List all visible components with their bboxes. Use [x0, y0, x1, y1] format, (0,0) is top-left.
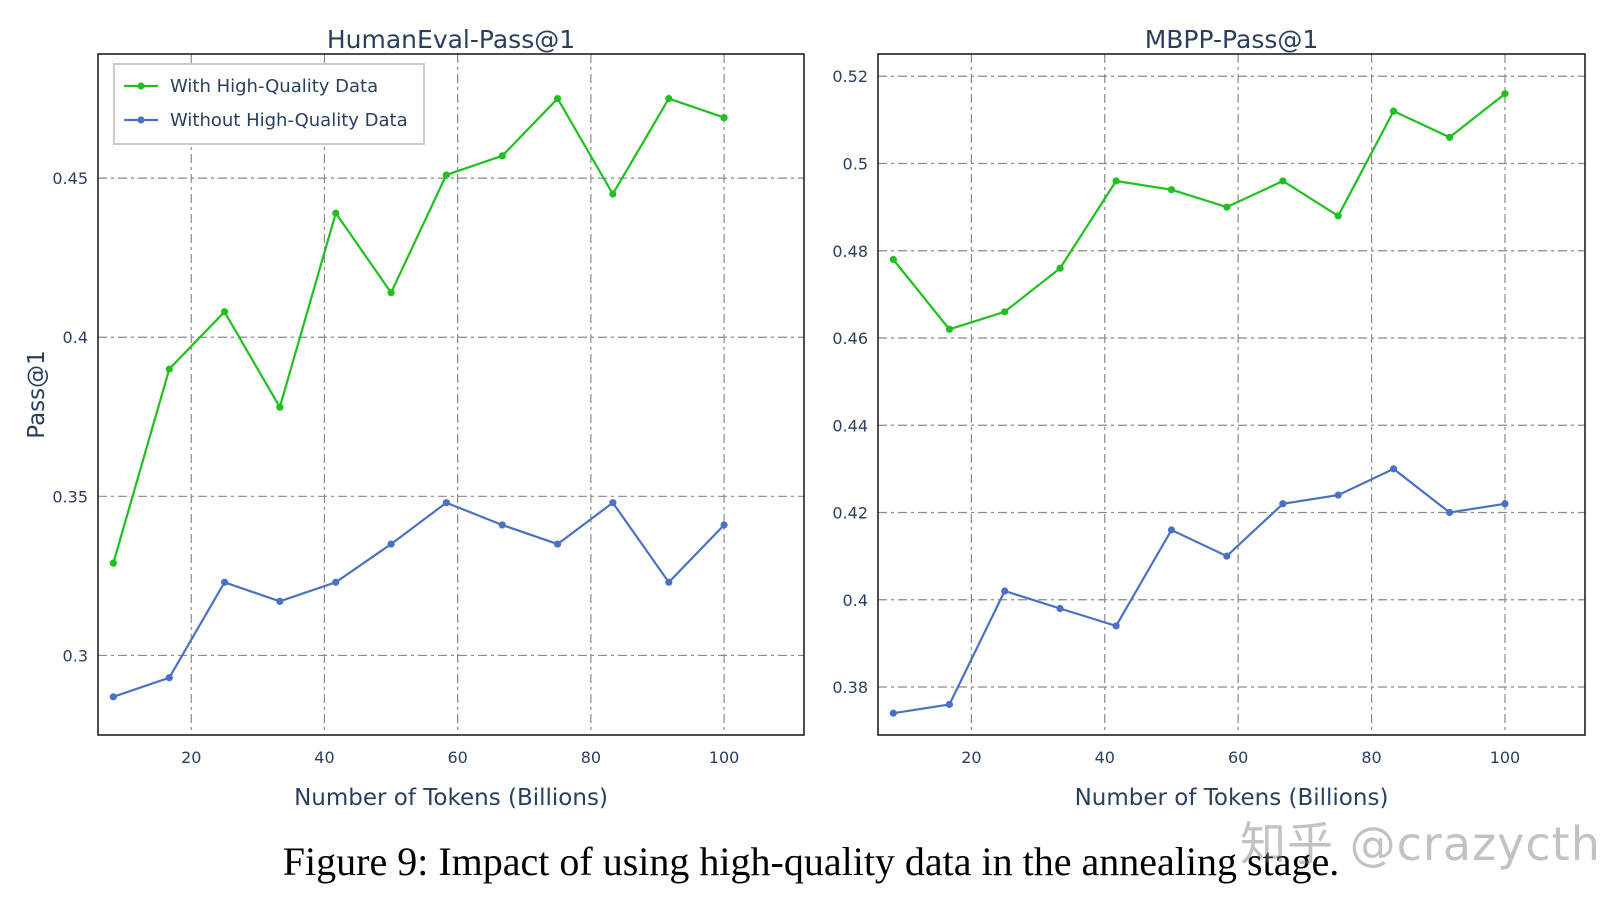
data-point: [1167, 186, 1176, 194]
y-tick-label: 0.45: [52, 169, 88, 188]
y-tick-label: 0.42: [832, 504, 868, 523]
data-point: [889, 255, 897, 264]
data-point: [1389, 465, 1398, 473]
data-point: [1056, 604, 1064, 613]
legend-box: [113, 63, 425, 145]
data-point: [498, 152, 506, 160]
y-tick-label: 0.38: [832, 678, 868, 697]
plot-frame: [877, 53, 1586, 736]
x-tick-label: 80: [1361, 748, 1381, 767]
series-line: [893, 467, 1506, 715]
y-tick-label: 0.4: [63, 328, 88, 347]
data-point: [1056, 264, 1064, 272]
data-point: [1279, 500, 1287, 508]
data-point: [276, 597, 284, 605]
data-point: [720, 521, 728, 529]
series-with-hq: [109, 94, 728, 567]
data-point: [665, 94, 673, 103]
x-tick-label: 100: [709, 748, 740, 767]
x-axis-label: Number of Tokens (Billions): [1075, 785, 1389, 811]
data-point: [1112, 177, 1120, 185]
series-without-hq: [109, 499, 728, 701]
legend-swatch-marker: [137, 116, 145, 124]
data-point: [109, 559, 117, 567]
data-point: [1001, 308, 1009, 316]
data-point: [498, 521, 506, 529]
x-tick-label: 40: [314, 748, 334, 767]
y-tick-label: 0.4: [843, 591, 868, 610]
figure-caption: Figure 9: Impact of using high-quality d…: [282, 839, 1340, 884]
data-point: [1446, 508, 1454, 517]
data-point: [109, 693, 117, 701]
x-tick-label: 20: [961, 748, 981, 767]
data-point: [665, 578, 673, 586]
data-point: [1334, 491, 1342, 499]
data-point: [945, 325, 953, 333]
data-point: [332, 209, 340, 217]
data-point: [165, 365, 173, 373]
data-point: [1446, 133, 1454, 141]
legend-entry: With High-Quality Data: [170, 76, 378, 97]
data-point: [1334, 212, 1342, 220]
data-point: [165, 674, 173, 682]
data-point: [1389, 107, 1398, 115]
series-line: [892, 92, 1506, 331]
y-tick-label: 0.46: [832, 329, 868, 348]
data-point: [945, 700, 953, 709]
data-point: [442, 499, 450, 507]
y-tick-label: 0.35: [52, 487, 88, 506]
y-tick-label: 0.5: [843, 155, 868, 174]
data-point: [720, 114, 728, 122]
chart-panel-1: 20 40 60 80 100 0.3 0.35 0.4 0.45 HumanEval-Pass@…: [24, 25, 805, 811]
x-tick-label: 60: [1228, 748, 1248, 767]
series-with-hq: [889, 90, 1509, 333]
data-point: [1223, 203, 1231, 211]
data-point: [609, 499, 617, 507]
data-point: [1279, 177, 1287, 185]
data-point: [387, 540, 395, 548]
data-point: [1223, 552, 1231, 560]
series-line: [112, 501, 725, 698]
data-point: [442, 171, 450, 179]
y-tick-label: 0.52: [832, 67, 868, 86]
y-axis-label: Pass@1: [24, 350, 50, 439]
data-point: [276, 403, 284, 411]
y-tick-label: 0.44: [832, 416, 868, 435]
data-point: [1001, 587, 1009, 595]
data-point: [332, 578, 340, 586]
data-point: [220, 578, 229, 586]
x-axis-label: Number of Tokens (Billions): [294, 785, 608, 811]
data-point: [609, 190, 617, 198]
x-tick-label: 80: [581, 748, 601, 767]
x-tick-label: 40: [1095, 748, 1115, 767]
plot-frame: [97, 53, 805, 736]
series-line: [112, 96, 725, 564]
y-tick-label: 0.48: [832, 242, 868, 261]
data-point: [387, 289, 395, 297]
series-without-hq: [889, 465, 1509, 717]
data-point: [889, 709, 897, 717]
legend: With High-Quality Data Without High-Quali…: [113, 63, 425, 145]
data-point: [1167, 526, 1176, 534]
data-point: [1112, 622, 1120, 630]
y-tick-label: 0.3: [63, 646, 88, 665]
legend-swatch-marker: [137, 82, 145, 90]
chart-panel-2: 20 40 60 80 100 0.38 0.4 0.42 0.44 0.46 0.48 0.5 0.5…: [832, 25, 1586, 811]
watermark: 知乎 @crazycth: [1240, 817, 1601, 871]
x-tick-label: 60: [447, 748, 467, 767]
data-point: [553, 94, 562, 103]
x-tick-label: 100: [1490, 748, 1521, 767]
x-tick-label: 20: [181, 748, 201, 767]
data-point: [220, 308, 229, 316]
data-point: [1501, 90, 1509, 98]
data-point: [1501, 500, 1509, 508]
chart-title: MBPP-Pass@1: [1145, 25, 1319, 54]
chart-title: HumanEval-Pass@1: [327, 25, 575, 54]
legend-entry: Without High-Quality Data: [170, 110, 408, 131]
data-point: [553, 540, 562, 548]
